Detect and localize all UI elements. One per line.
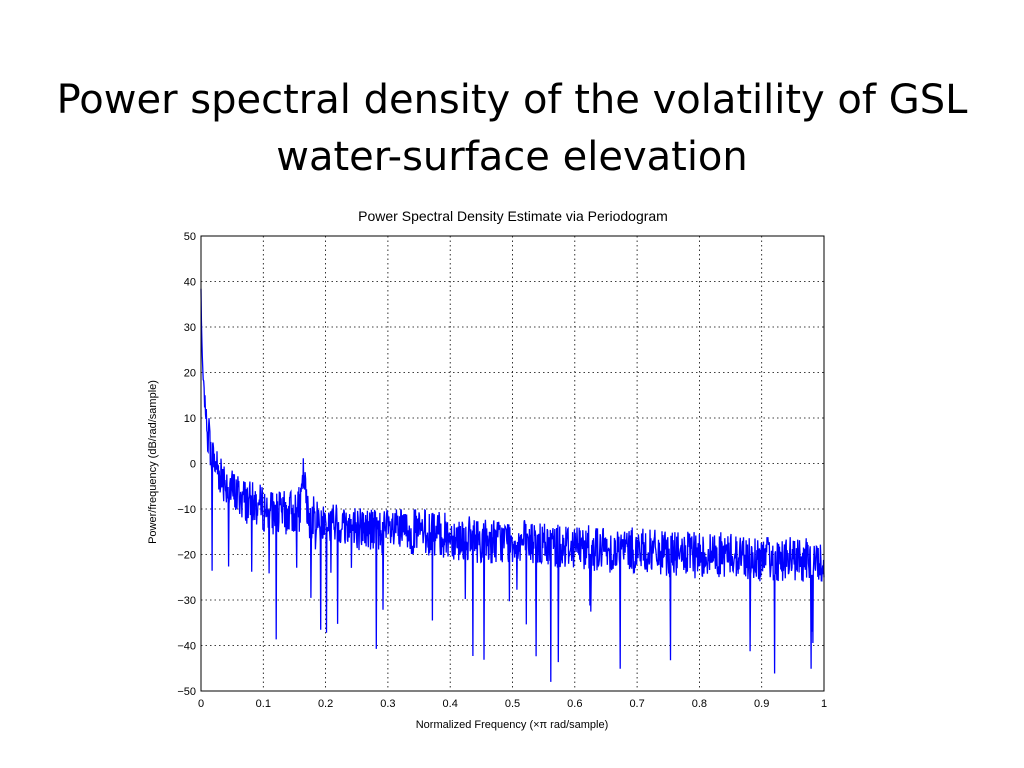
y-tick-label: −40	[177, 641, 196, 653]
slide-title-line-2: water-surface elevation	[276, 134, 748, 180]
x-tick-label: 0.9	[754, 698, 769, 710]
x-tick-label: 0.7	[629, 698, 644, 710]
psd-series-line	[200, 288, 825, 682]
x-tick-label: 1	[821, 698, 827, 710]
y-tick-label: 20	[184, 368, 196, 380]
x-tick-label: 0.6	[567, 698, 582, 710]
x-axis-label: Normalized Frequency (×π rad/sample)	[416, 719, 609, 731]
slide-title-line-1: Power spectral density of the volatility…	[56, 77, 968, 123]
y-tick-label: 30	[184, 322, 196, 334]
x-tick-label: 0.3	[380, 698, 395, 710]
y-tick-label: −50	[177, 686, 196, 698]
y-tick-labels: −50 −40 −30 −20 −10 0 10 20 30 40 50	[177, 231, 196, 698]
x-tick-label: 0.8	[692, 698, 707, 710]
plot-frame	[200, 235, 825, 692]
x-tick-label: 0.1	[256, 698, 271, 710]
y-axis-label: Power/frequency (dB/rad/sample)	[147, 380, 159, 544]
y-tick-label: 10	[184, 413, 196, 425]
x-tick-label: 0	[198, 698, 204, 710]
x-tick-label: 0.2	[318, 698, 333, 710]
chart-title: Power Spectral Density Estimate via Peri…	[358, 208, 668, 224]
y-tick-label: −10	[177, 504, 196, 516]
y-tick-label: −30	[177, 595, 196, 607]
psd-chart: Power Spectral Density Estimate via Peri…	[147, 208, 827, 731]
y-tick-label: −20	[177, 550, 196, 562]
y-tick-label: 40	[184, 277, 196, 289]
x-tick-label: 0.5	[505, 698, 520, 710]
slide-title: Power spectral density of the volatility…	[0, 72, 1024, 186]
x-tick-labels: 0 0.1 0.2 0.3 0.4 0.5 0.6 0.7 0.8 0.9 1	[198, 698, 827, 710]
grid	[201, 236, 824, 691]
x-tick-label: 0.4	[443, 698, 458, 710]
y-tick-label: 50	[184, 231, 196, 243]
y-tick-label: 0	[190, 459, 196, 471]
